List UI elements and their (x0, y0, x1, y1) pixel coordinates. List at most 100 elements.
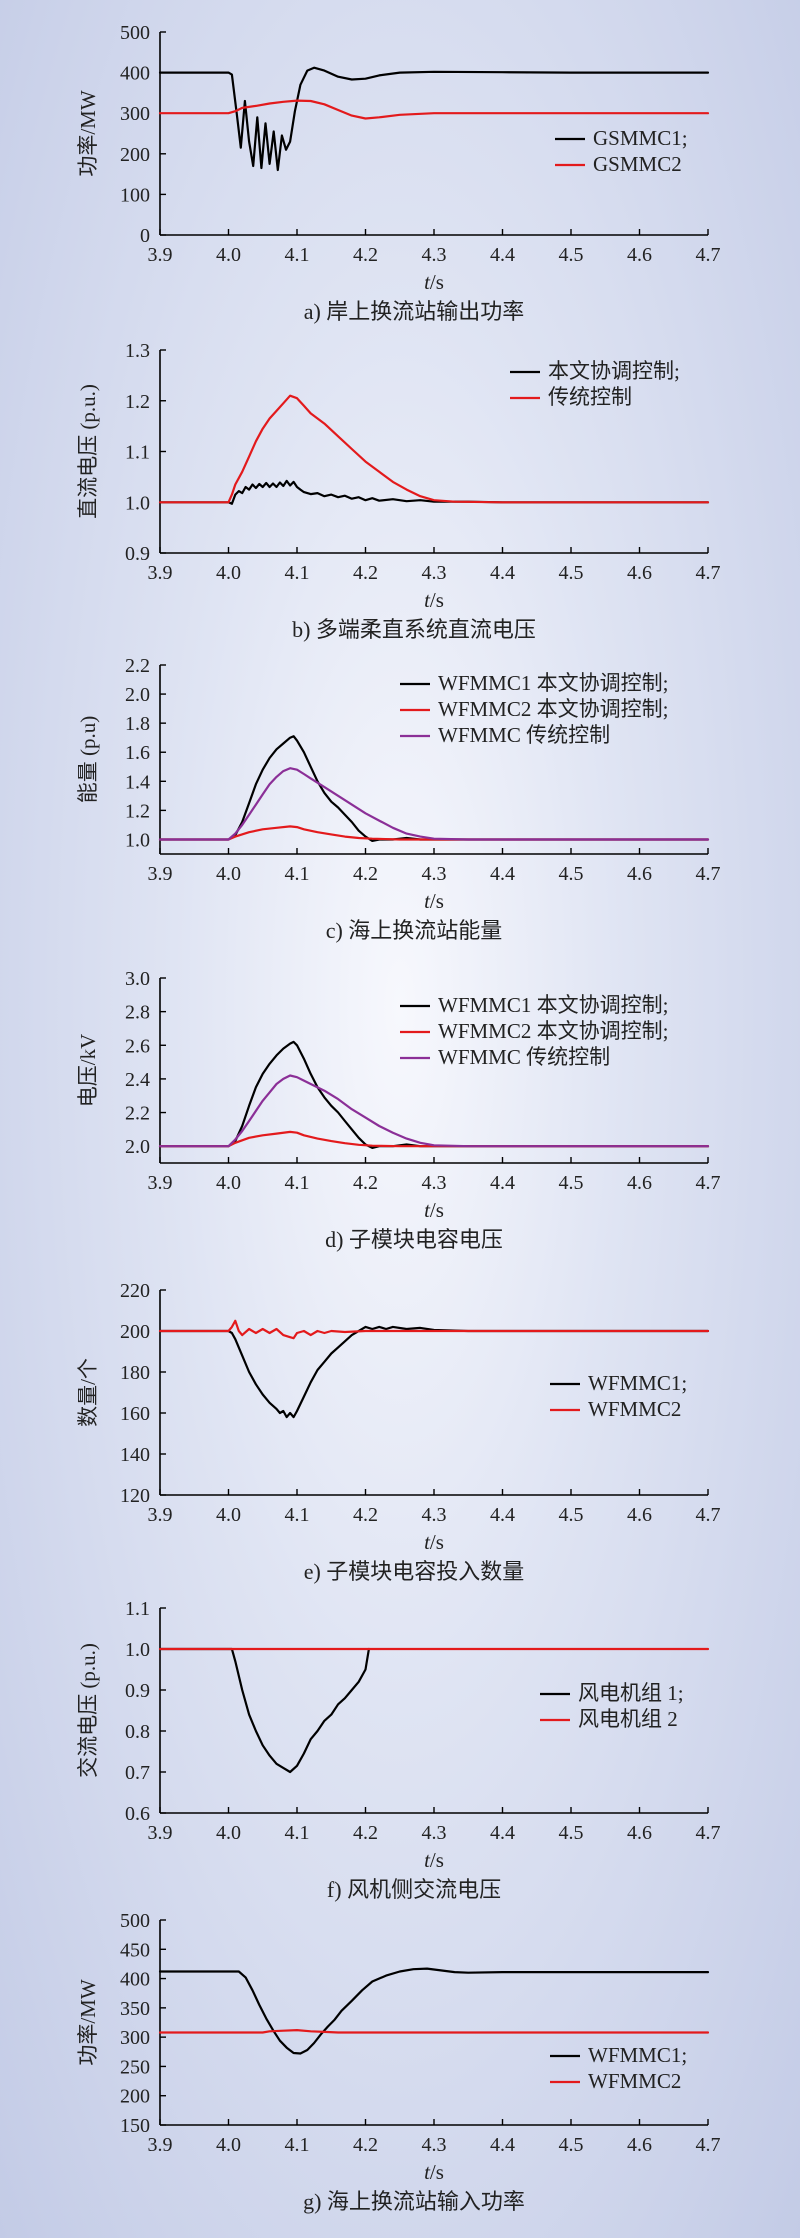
y-axis-label: 电压/kV (76, 1034, 100, 1108)
y-tick-label: 0.8 (125, 1721, 150, 1743)
y-tick-label: 450 (120, 1939, 150, 1961)
x-tick-label: 3.9 (148, 1504, 173, 1526)
chart-caption: g) 海上换流站输入功率 (303, 2189, 525, 2214)
y-tick-label: 200 (120, 144, 150, 166)
chart-caption: c) 海上换流站能量 (326, 918, 503, 943)
x-axis-label-unit: /s (430, 1848, 444, 1872)
y-tick-label: 300 (120, 2027, 150, 2049)
legend-entry: 传统控制 (548, 385, 632, 409)
legend-entry: WFMMC 传统控制 (438, 723, 610, 747)
x-tick-label: 4.3 (422, 1504, 447, 1526)
x-tick-label: 4.5 (559, 1822, 584, 1844)
x-tick-label: 4.5 (559, 1504, 584, 1526)
x-tick-label: 4.3 (422, 562, 447, 584)
x-tick-label: 4.3 (422, 863, 447, 885)
x-tick-label: 4.6 (627, 1822, 652, 1844)
x-tick-label: 4.0 (216, 2134, 241, 2156)
series-line-1 (158, 479, 710, 505)
legend-entry: WFMMC2 本文协调控制; (438, 697, 668, 721)
chart-caption: f) 风机侧交流电压 (327, 1877, 501, 1902)
y-tick-label: 500 (120, 22, 150, 44)
x-tick-label: 4.0 (216, 1172, 241, 1194)
y-tick-label: 1.1 (125, 442, 150, 464)
x-tick-label: 4.5 (559, 2134, 584, 2156)
y-tick-label: 0 (140, 225, 150, 247)
x-axis-label-variable: t (424, 1848, 431, 1872)
y-axis-label: 交流电压 (p.u.) (76, 1643, 100, 1778)
y-tick-label: 0.6 (125, 1803, 150, 1825)
y-tick-label: 2.0 (125, 684, 150, 706)
chart-caption: e) 子模块电容投入数量 (304, 1559, 525, 1584)
y-tick-label: 250 (120, 2056, 150, 2078)
x-tick-label: 4.0 (216, 244, 241, 266)
x-tick-label: 4.4 (490, 244, 515, 266)
x-tick-label: 4.2 (353, 1822, 378, 1844)
y-tick-label: 1.2 (125, 800, 150, 822)
x-axis-label: t/s (424, 2160, 444, 2184)
legend-entry: GSMMC1; (593, 126, 688, 150)
x-tick-label: 4.6 (627, 1504, 652, 1526)
x-tick-label: 4.1 (285, 244, 310, 266)
y-axis-label: 数量/个 (76, 1358, 100, 1427)
y-tick-label: 1.1 (125, 1598, 150, 1620)
y-axis-label: 功率/MW (76, 90, 100, 177)
x-tick-label: 4.2 (353, 863, 378, 885)
x-tick-label: 4.2 (353, 2134, 378, 2156)
x-tick-label: 4.1 (285, 2134, 310, 2156)
x-tick-label: 4.3 (422, 1822, 447, 1844)
y-tick-label: 1.0 (125, 1639, 150, 1661)
y-tick-label: 2.4 (125, 1069, 150, 1091)
y-tick-label: 3.0 (125, 968, 150, 990)
x-tick-label: 4.6 (627, 1172, 652, 1194)
y-tick-label: 0.9 (125, 543, 150, 565)
chart-panel-d: 3.9 4.0 4.1 4.2 4.3 4.4 4.5 4.6 4.7 2.0 2.2 2.4 2.6 2… (76, 968, 721, 1252)
x-tick-label: 4.3 (422, 1172, 447, 1194)
x-tick-label: 4.1 (285, 1504, 310, 1526)
x-tick-label: 3.9 (148, 244, 173, 266)
series-line-3 (158, 767, 710, 841)
x-tick-label: 4.7 (696, 562, 721, 584)
x-tick-label: 4.7 (696, 1504, 721, 1526)
chart-panel-b: 3.9 4.0 4.1 4.2 4.3 4.4 4.5 4.6 4.7 0.9 1.0 1.1 1.2 1… (76, 340, 721, 642)
legend-entry: WFMMC2 (588, 2069, 681, 2093)
x-tick-label: 3.9 (148, 1822, 173, 1844)
chart-panel-e: 3.9 4.0 4.1 4.2 4.3 4.4 4.5 4.6 4.7 120 140 160 180 2… (76, 1280, 721, 1584)
y-tick-label: 2.2 (125, 1103, 150, 1125)
x-tick-label: 4.5 (559, 1172, 584, 1194)
y-tick-label: 2.2 (125, 655, 150, 677)
x-tick-label: 4.6 (627, 562, 652, 584)
y-axis-label: 功率/MW (76, 1979, 100, 2066)
x-tick-label: 4.5 (559, 562, 584, 584)
y-tick-label: 300 (120, 103, 150, 125)
series-line-2 (158, 99, 710, 120)
x-tick-label: 4.7 (696, 1822, 721, 1844)
x-axis-label-variable: t (424, 1198, 431, 1222)
x-tick-label: 4.4 (490, 1822, 515, 1844)
y-axis-label: 能量 (p.u) (76, 716, 100, 804)
legend-entry: WFMMC2 (588, 1397, 681, 1421)
x-tick-label: 4.0 (216, 1504, 241, 1526)
chart-panel-c: 3.9 4.0 4.1 4.2 4.3 4.4 4.5 4.6 4.7 1.0 1.2 1.4 1.6 1… (76, 655, 721, 943)
x-axis-label-variable: t (424, 270, 431, 294)
y-tick-label: 1.0 (125, 492, 150, 514)
x-axis-label: t/s (424, 889, 444, 913)
x-tick-label: 4.6 (627, 863, 652, 885)
y-tick-label: 200 (120, 2086, 150, 2108)
y-tick-label: 2.0 (125, 1136, 150, 1158)
y-tick-label: 1.3 (125, 340, 150, 362)
series-line-1 (158, 1325, 710, 1419)
legend-entry: GSMMC2 (593, 152, 682, 176)
x-axis-label-variable: t (424, 1530, 431, 1554)
legend-entry: 风电机组 2 (578, 1707, 678, 1731)
x-axis-label: t/s (424, 1198, 444, 1222)
y-tick-label: 1.8 (125, 713, 150, 735)
chart-caption: d) 子模块电容电压 (325, 1227, 503, 1252)
x-tick-label: 4.1 (285, 863, 310, 885)
y-axis-label: 直流电压 (p.u.) (76, 384, 100, 519)
series-line-2 (158, 1319, 710, 1340)
x-tick-label: 4.7 (696, 863, 721, 885)
chart-panel-g: 3.9 4.0 4.1 4.2 4.3 4.4 4.5 4.6 4.7 150 200 250 300 3… (76, 1910, 721, 2214)
x-tick-label: 4.2 (353, 562, 378, 584)
x-tick-label: 4.0 (216, 863, 241, 885)
series-line-2 (158, 1130, 710, 1148)
